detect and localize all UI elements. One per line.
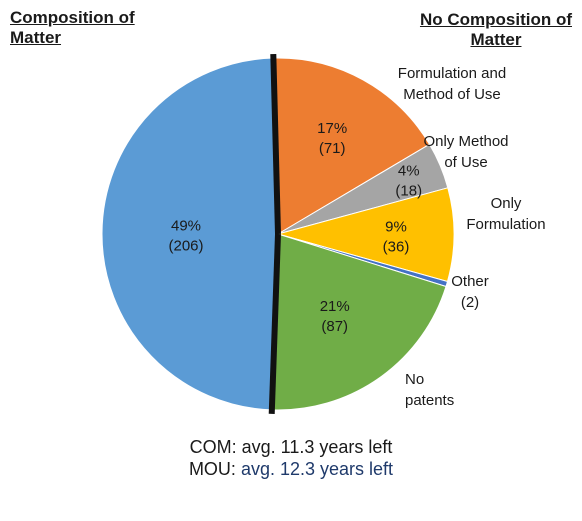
composition-of-matter-heading: Composition of Matter — [10, 8, 135, 48]
right-heading-line-2: Matter — [470, 30, 522, 49]
category-label-only-formulation-line-1: Only — [491, 195, 522, 212]
com-prefix: COM: — [189, 437, 237, 457]
category-label-other-line-1: Other — [451, 273, 489, 290]
slice-only-formulation — [276, 187, 455, 283]
slice-no-patents — [271, 233, 447, 411]
category-label-only-formulation-line-2: Formulation — [466, 216, 545, 233]
com-value: avg. 11.3 years left — [241, 437, 393, 457]
percent-label-only-method-of-use: 4% — [398, 163, 420, 180]
com-summary: COM: avg. 11.3 years left — [0, 436, 582, 458]
right-heading-line-1: No Composition of — [419, 10, 572, 29]
left-heading-line-2: Matter — [10, 28, 62, 47]
mou-value: avg. 12.3 years left — [240, 459, 394, 479]
mou-summary: MOU: avg. 12.3 years left — [0, 458, 582, 480]
category-label-other-line-2: (2) — [461, 294, 479, 311]
category-label-only-method-of-use-line-2: of Use — [444, 154, 487, 171]
mou-prefix: MOU: — [188, 459, 236, 479]
slice-formulation-and-method-of-use — [272, 57, 431, 235]
count-label-only-method-of-use: (18) — [395, 183, 422, 200]
slice-composition-of-matter — [101, 57, 279, 411]
count-label-formulation-and-method-of-use: (71) — [319, 140, 346, 157]
count-label-composition-of-matter: (206) — [168, 238, 203, 255]
category-label-formulation-and-method-of-use-line-2: Method of Use — [403, 86, 501, 103]
percent-label-composition-of-matter: 49% — [171, 218, 201, 235]
percent-label-only-formulation: 9% — [385, 218, 407, 235]
count-label-only-formulation: (36) — [383, 238, 410, 255]
count-label-no-patents: (87) — [321, 318, 348, 335]
divider-top-line — [270, 53, 281, 235]
percent-label-no-patents: 21% — [320, 298, 350, 315]
category-label-no-patents-line-2: patents — [405, 392, 454, 409]
left-heading-line-1: Composition of — [10, 8, 135, 27]
percent-label-formulation-and-method-of-use: 17% — [317, 120, 347, 137]
category-label-formulation-and-method-of-use-line-1: Formulation and — [398, 65, 506, 82]
patent-pie-chart: 17% (71) Formulation and Method of Use 4% (18… — [101, 53, 546, 414]
no-composition-of-matter-heading: No Composition of Matter — [420, 10, 572, 50]
category-label-only-method-of-use-line-1: Only Method — [423, 133, 508, 150]
category-label-no-patents-line-1: No — [405, 371, 424, 388]
divider-bottom-line — [268, 233, 281, 414]
